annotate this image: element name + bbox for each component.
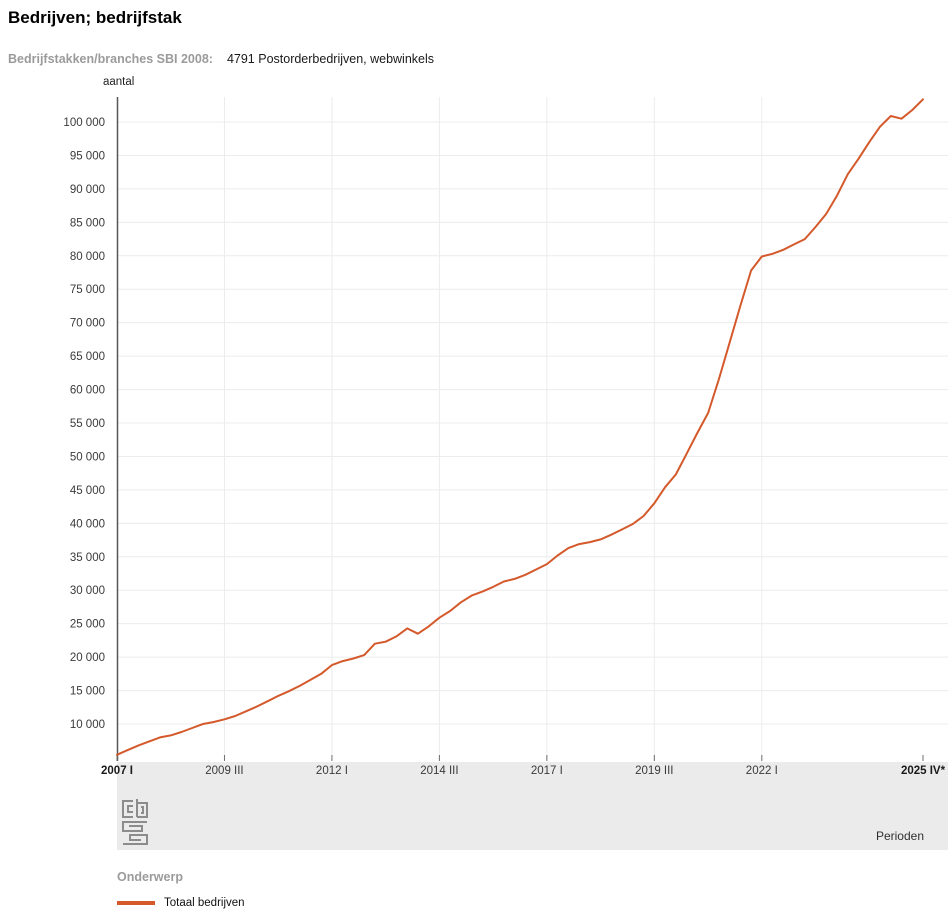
series-color-swatch	[117, 901, 155, 905]
y-tick-label: 25 000	[70, 619, 105, 631]
page-title: Bedrijven; bedrijfstak	[8, 8, 182, 27]
y-tick-label: 60 000	[70, 385, 105, 397]
filter-value[interactable]: 4791 Postorderbedrijven, webwinkels	[226, 52, 435, 66]
y-tick-label: 85 000	[70, 217, 105, 229]
y-tick-label: 10 000	[70, 719, 105, 731]
x-tick-label: 2025 IV*	[900, 765, 946, 777]
y-tick-label: 90 000	[70, 184, 105, 196]
y-tick-label: 35 000	[70, 552, 105, 564]
y-tick-label: 50 000	[70, 451, 105, 463]
y-tick-label: 45 000	[70, 485, 105, 497]
period-scrollbar[interactable]: 2007 I 2009 III 2012 I 2014 III 2017 I 2019 I…	[101, 762, 948, 850]
y-tick-label: 95 000	[70, 150, 105, 162]
y-tick-label: 40 000	[70, 518, 105, 530]
y-tick-label: 55 000	[70, 418, 105, 430]
legend: Onderwerp Totaal bedrijven	[117, 870, 245, 909]
x-tick-label: 2012 I	[315, 765, 348, 777]
x-tick-label: 2007 I	[101, 765, 133, 777]
y-tick-label: 70 000	[70, 318, 105, 330]
breadcrumb-filter: Bedrijfstakken/branches SBI 2008: 4791 Po…	[8, 52, 434, 66]
y-tick-label: 80 000	[70, 251, 105, 263]
x-axis-title: Perioden	[875, 829, 924, 843]
filter-label: Bedrijfstakken/branches SBI 2008:	[8, 52, 213, 66]
y-axis-unit-label: aantal	[103, 76, 135, 88]
series-line-totaal-bedrijven	[116, 98, 924, 756]
legend-item[interactable]: Totaal bedrijven	[117, 897, 245, 909]
y-tick-label: 30 000	[70, 585, 105, 597]
x-tick-label: 2019 III	[635, 765, 674, 777]
legend-heading: Onderwerp	[117, 870, 183, 884]
y-tick-label: 15 000	[70, 686, 105, 698]
x-tick-label: 2009 III	[205, 765, 244, 777]
x-tick-label: 2014 III	[420, 765, 459, 777]
cbs-logo-icon	[122, 799, 148, 845]
y-tick-label: 100 000	[63, 117, 105, 129]
series-label: Totaal bedrijven	[164, 897, 245, 909]
x-tick-label: 2022 I	[745, 765, 778, 777]
y-tick-label: 65 000	[70, 351, 105, 363]
x-tick-label: 2017 I	[530, 765, 563, 777]
y-tick-label: 20 000	[70, 652, 105, 664]
y-tick-label: 75 000	[70, 284, 105, 296]
